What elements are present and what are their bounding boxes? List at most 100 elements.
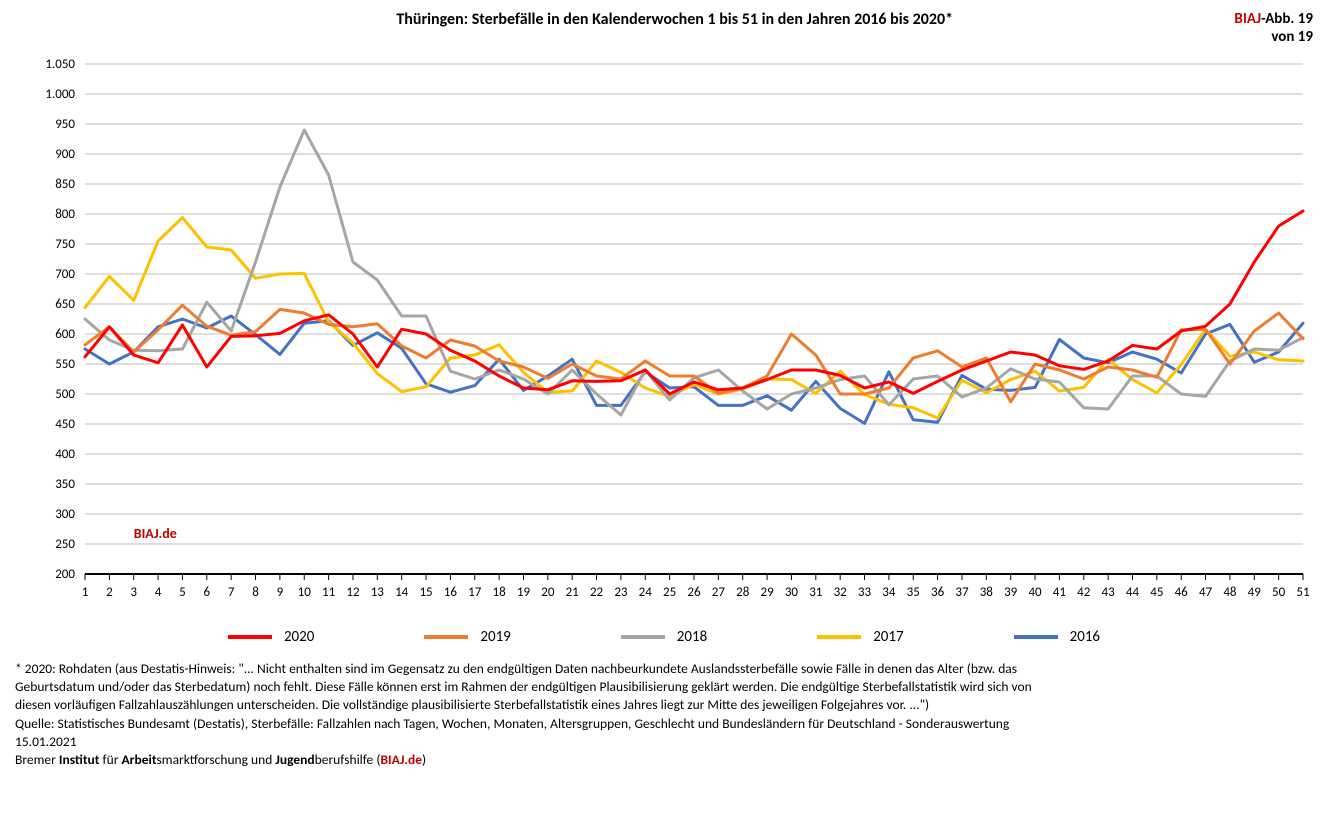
foot6i: ): [422, 751, 426, 768]
svg-text:50: 50: [1272, 585, 1286, 600]
svg-text:24: 24: [639, 585, 653, 600]
footnote: * 2020: Rohdaten (aus Destatis-Hinweis: …: [15, 660, 1313, 769]
svg-text:33: 33: [858, 585, 872, 600]
svg-text:1.000: 1.000: [45, 87, 75, 102]
svg-text:42: 42: [1077, 585, 1091, 600]
svg-text:17: 17: [468, 585, 482, 600]
svg-text:4: 4: [155, 585, 162, 600]
legend-swatch: [621, 635, 665, 639]
svg-text:26: 26: [687, 585, 701, 600]
svg-text:700: 700: [55, 267, 75, 282]
svg-text:5: 5: [179, 585, 186, 600]
svg-text:37: 37: [955, 585, 969, 600]
fig-line2: von 19: [1271, 28, 1313, 46]
svg-text:28: 28: [736, 585, 750, 600]
svg-text:34: 34: [882, 585, 896, 600]
svg-text:45: 45: [1150, 585, 1163, 600]
legend-label: 2018: [677, 628, 707, 646]
chart-area: 2002503003504004505005506006507007508008…: [15, 54, 1313, 614]
svg-text:20: 20: [541, 585, 555, 600]
svg-text:16: 16: [444, 585, 458, 600]
svg-text:21: 21: [566, 585, 579, 600]
legend: 2020 2019 2018 2017 2016: [15, 628, 1313, 646]
legend-swatch: [424, 635, 468, 639]
svg-text:350: 350: [55, 477, 75, 492]
line-chart-svg: 2002503003504004505005506006507007508008…: [15, 54, 1313, 614]
svg-text:200: 200: [55, 567, 75, 582]
svg-text:38: 38: [980, 585, 994, 600]
legend-item-2016: 2016: [1014, 628, 1100, 646]
svg-text:13: 13: [371, 585, 385, 600]
svg-text:35: 35: [907, 585, 920, 600]
svg-text:25: 25: [663, 585, 676, 600]
svg-text:300: 300: [55, 507, 75, 522]
foot6c: für: [99, 751, 121, 768]
svg-text:48: 48: [1223, 585, 1237, 600]
svg-text:850: 850: [55, 177, 75, 192]
svg-text:30: 30: [785, 585, 799, 600]
svg-text:40: 40: [1028, 585, 1042, 600]
svg-text:2: 2: [106, 585, 113, 600]
svg-text:47: 47: [1199, 585, 1213, 600]
foot6f: Jugend: [275, 751, 314, 768]
svg-text:43: 43: [1102, 585, 1116, 600]
foot6b: Institut: [59, 751, 100, 768]
svg-text:51: 51: [1296, 585, 1309, 600]
legend-item-2019: 2019: [424, 628, 510, 646]
svg-text:44: 44: [1126, 585, 1140, 600]
legend-label: 2020: [284, 628, 314, 646]
legend-item-2018: 2018: [621, 628, 707, 646]
svg-text:450: 450: [55, 417, 75, 432]
svg-text:27: 27: [712, 585, 726, 600]
foot6d: Arbeit: [121, 751, 156, 768]
svg-text:250: 250: [55, 537, 75, 552]
svg-text:7: 7: [228, 585, 235, 600]
foot6g: berufshilfe (: [315, 751, 381, 768]
fig-biaj: BIAJ: [1234, 10, 1261, 28]
svg-text:15: 15: [419, 585, 432, 600]
svg-text:8: 8: [252, 585, 259, 600]
svg-text:39: 39: [1004, 585, 1018, 600]
legend-swatch: [228, 635, 272, 639]
svg-text:41: 41: [1053, 585, 1066, 600]
legend-swatch: [1014, 635, 1058, 639]
legend-label: 2019: [480, 628, 510, 646]
legend-swatch: [817, 635, 861, 639]
svg-text:31: 31: [809, 585, 822, 600]
legend-label: 2017: [873, 628, 903, 646]
svg-text:1: 1: [82, 585, 89, 600]
foot1: * 2020: Rohdaten (aus Destatis-Hinweis: …: [15, 660, 1017, 677]
foot4: Quelle: Statistisches Bundesamt (Destati…: [15, 715, 1009, 732]
svg-text:9: 9: [277, 585, 284, 600]
svg-text:12: 12: [346, 585, 360, 600]
svg-text:23: 23: [614, 585, 628, 600]
fig-rest: -Abb. 19: [1261, 10, 1313, 28]
svg-text:22: 22: [590, 585, 604, 600]
legend-item-2020: 2020: [228, 628, 314, 646]
svg-text:49: 49: [1248, 585, 1262, 600]
svg-text:500: 500: [55, 387, 75, 402]
svg-text:19: 19: [517, 585, 531, 600]
svg-text:18: 18: [493, 585, 507, 600]
foot6a: Bremer: [15, 751, 59, 768]
svg-text:11: 11: [322, 585, 335, 600]
svg-text:400: 400: [55, 447, 75, 462]
svg-text:6: 6: [204, 585, 211, 600]
figure-number: BIAJ-Abb. 19 von 19: [1234, 10, 1313, 46]
svg-text:550: 550: [55, 357, 75, 372]
svg-text:10: 10: [298, 585, 312, 600]
chart-title: Thüringen: Sterbefälle in den Kalenderwo…: [115, 10, 1234, 29]
svg-text:14: 14: [395, 585, 409, 600]
foot3: diesen vorläufigen Fallzahlauszählungen …: [15, 696, 929, 713]
svg-text:600: 600: [55, 327, 75, 342]
legend-label: 2016: [1070, 628, 1100, 646]
foot2: Geburtsdatum und/oder das Sterbedatum) n…: [15, 678, 1032, 695]
svg-text:950: 950: [55, 117, 75, 132]
svg-text:800: 800: [55, 207, 75, 222]
foot6e: smarktforschung und: [157, 751, 276, 768]
foot5: 15.01.2021: [15, 733, 77, 750]
svg-text:32: 32: [834, 585, 848, 600]
svg-text:1.050: 1.050: [45, 57, 75, 72]
legend-item-2017: 2017: [817, 628, 903, 646]
svg-text:36: 36: [931, 585, 945, 600]
